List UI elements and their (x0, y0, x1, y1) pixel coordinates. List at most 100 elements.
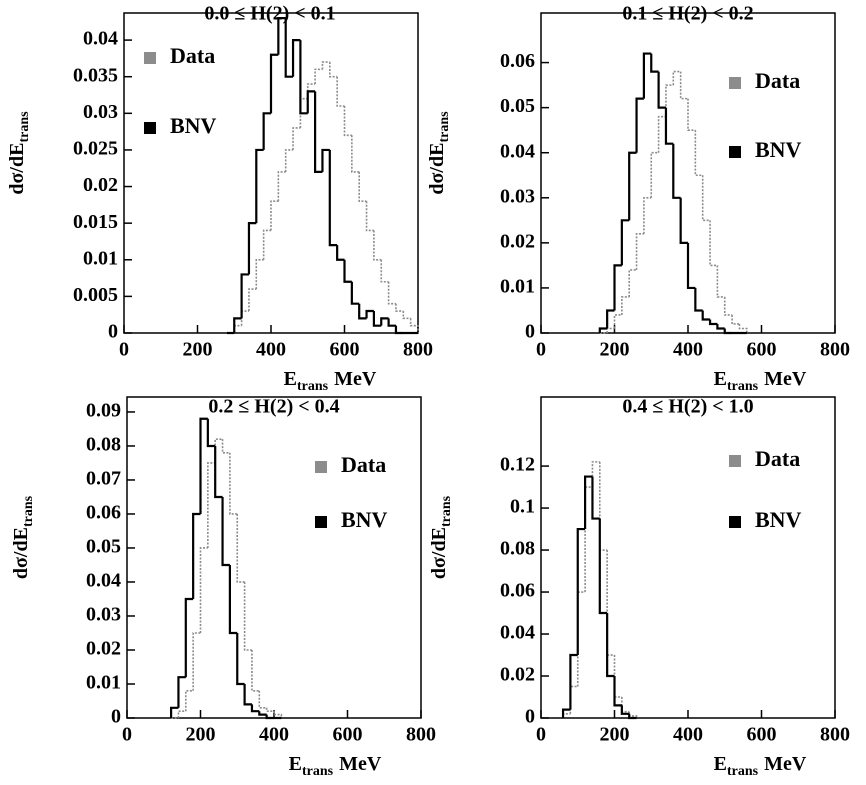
histogram-step (221, 439, 230, 454)
legend-label: Data (170, 43, 215, 68)
histogram-step (591, 476, 600, 520)
y-tick-label: 0.03 (500, 185, 535, 207)
legend-marker (729, 455, 741, 467)
histogram-step (228, 564, 238, 635)
x-label-sub: trans (302, 764, 334, 779)
histogram-step (628, 711, 638, 718)
histogram-step (236, 513, 245, 583)
histogram-step (598, 518, 608, 615)
histogram-step (284, 18, 294, 78)
histogram-step (606, 550, 615, 656)
histogram-step (262, 112, 271, 150)
x-axis-label: Etrans MeV (284, 368, 377, 395)
histogram-step (716, 323, 725, 330)
histogram-step (343, 105, 352, 137)
y-tick-label: 0.02 (500, 230, 535, 252)
histogram-step (620, 705, 630, 715)
y-tick-label: 0.04 (86, 570, 121, 592)
panel-title: 0.4 ≤ H(2) < 1.0 (622, 396, 753, 418)
y-tick-label: 0.06 (500, 50, 535, 72)
histogram-step (657, 71, 666, 109)
histogram-step (185, 689, 194, 712)
y-label-sub: trans (437, 111, 452, 143)
x-tick-label: 600 (333, 724, 363, 746)
histogram-step (701, 310, 711, 321)
y-tick-label: 0.02 (500, 664, 535, 686)
histogram-step (613, 314, 622, 329)
histogram-step (306, 90, 316, 114)
histogram-step (650, 53, 659, 73)
histogram-step (233, 317, 242, 333)
y-tick-label: 0 (525, 706, 535, 728)
histogram-step (258, 690, 267, 709)
histogram-step (387, 318, 396, 327)
legend-marker (144, 122, 156, 134)
histogram-step (642, 52, 652, 99)
histogram-step (584, 486, 593, 593)
x-tick-label: 800 (406, 724, 436, 746)
histogram-step (628, 151, 637, 221)
histogram-step (328, 149, 338, 247)
histogram-step (299, 40, 308, 115)
y-tick-label: 0.005 (73, 284, 118, 306)
y-label-main: dσ/dE (6, 143, 28, 195)
y-axis-label: dσ/dEtrans (428, 495, 455, 579)
histogram-step (199, 547, 208, 633)
histogram-step (270, 200, 279, 231)
histogram-step (373, 230, 382, 261)
x-tick-label: 0 (122, 724, 132, 746)
histogram-step (199, 417, 208, 514)
histogram-step (723, 296, 733, 316)
x-tick-label: 200 (186, 724, 216, 746)
histogram-step (184, 597, 194, 678)
histogram-step (365, 309, 374, 319)
histogram-step (665, 84, 674, 117)
y-tick-label: 0.02 (86, 638, 121, 660)
x-tick-label: 800 (820, 724, 850, 746)
histogram-step (351, 135, 360, 173)
histogram-step (192, 512, 201, 599)
x-tick-label: 200 (183, 339, 213, 361)
histogram-step (591, 461, 600, 488)
histogram-step (273, 711, 283, 718)
x-label-sub: trans (727, 764, 759, 779)
x-tick-label: 200 (600, 339, 630, 361)
histogram-step (620, 219, 630, 266)
legend-label: Data (755, 446, 800, 471)
x-label-main: E (714, 368, 727, 390)
x-tick-label: 0 (119, 339, 129, 361)
histogram-step (576, 591, 586, 687)
x-axis-label: Etrans MeV (714, 368, 807, 395)
y-tick-label: 0 (108, 321, 118, 343)
histogram-step (621, 697, 630, 713)
histogram-step (569, 685, 578, 714)
y-tick-label: 0.03 (86, 604, 121, 626)
x-tick-label: 800 (403, 339, 433, 361)
histogram-step (365, 201, 374, 232)
legend-marker (729, 516, 741, 528)
histogram-step (402, 311, 411, 320)
y-axis-label: dσ/dEtrans (6, 111, 33, 195)
histogram-step (258, 711, 267, 716)
histogram-step (240, 273, 249, 319)
y-tick-label: 0.01 (86, 672, 121, 694)
y-label-sub: trans (21, 495, 36, 527)
legend-label: BNV (755, 507, 802, 532)
histogram-step (380, 317, 389, 326)
y-axis-label: dσ/dEtrans (10, 495, 37, 579)
y-tick-label: 0.06 (500, 580, 535, 602)
histogram-step (621, 296, 630, 315)
histogram-step (221, 496, 230, 567)
histogram-step (395, 303, 404, 312)
histogram-step (657, 115, 666, 153)
y-tick-label: 0.035 (73, 64, 118, 86)
histogram-step (343, 259, 352, 283)
histogram-step (236, 632, 245, 686)
histogram-step (250, 704, 260, 713)
histogram-step (643, 196, 652, 234)
histogram-step (635, 233, 644, 270)
histogram-step (292, 127, 301, 150)
y-tick-label: 0.025 (73, 138, 118, 160)
histogram-step (336, 76, 345, 107)
